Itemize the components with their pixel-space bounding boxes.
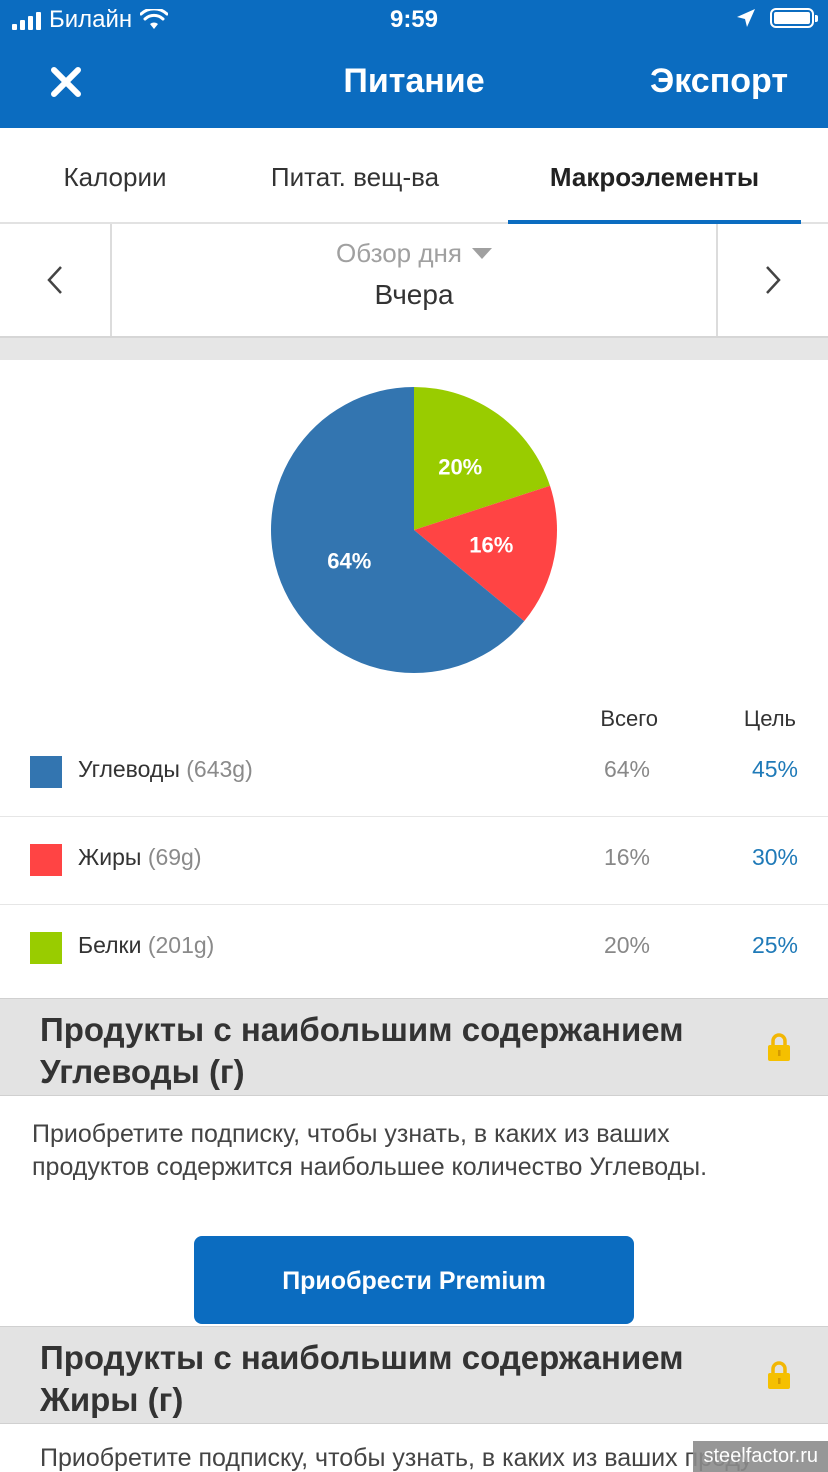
column-total-header: Всего (600, 706, 658, 731)
macro-amount: (643g) (186, 756, 253, 782)
tab-calories[interactable]: Калории (63, 162, 167, 192)
carrier-name: Билайн (49, 6, 133, 33)
pie-label-2: 20% (438, 454, 482, 479)
nav-bar: Питание Экспорт (0, 50, 828, 120)
wifi-icon (140, 9, 169, 29)
location-arrow-icon (737, 9, 755, 27)
next-day-button[interactable] (716, 224, 828, 336)
lock-icon (768, 1033, 790, 1061)
top-fat-section-header: Продукты с наибольшим содержанием Жиры (… (0, 1326, 828, 1424)
macro-amount: (201g) (147, 932, 215, 958)
section-title: Продукты с наибольшим содержанием Жиры (… (40, 1339, 684, 1418)
status-right (736, 8, 818, 28)
carrier-info: Билайн (12, 6, 169, 34)
clock: 9:59 (389, 6, 439, 33)
macro-total: 16% (603, 844, 650, 870)
macros-pie-chart: 20% 16% 64% (271, 387, 557, 673)
page-title: Питание (343, 62, 485, 100)
pie-label-1: 16% (469, 533, 513, 558)
macro-name: Жиры (78, 844, 142, 870)
macro-goal: 45% (751, 756, 798, 782)
signal-icon (12, 10, 41, 30)
carbs-swatch (30, 756, 62, 788)
battery-icon (770, 8, 818, 28)
pie-slice-0 (271, 387, 525, 673)
top-carbs-section-header: Продукты с наибольшим содержанием Углево… (0, 998, 828, 1096)
section-description: Приобретите подписку, чтобы узнать, в ка… (32, 1120, 708, 1181)
macro-name: Углеводы (78, 756, 180, 782)
pie-slice-1 (414, 485, 557, 622)
row-name: Белки (201g) (78, 932, 214, 959)
buy-premium-button[interactable]: Приобрести Premium (194, 1236, 634, 1324)
macro-amount: (69g) (147, 844, 202, 870)
protein-swatch (30, 932, 62, 964)
pie-label-0: 64% (327, 548, 371, 573)
macro-total: 64% (603, 756, 650, 782)
export-button[interactable]: Экспорт (650, 62, 788, 100)
chevron-right-icon (766, 266, 781, 294)
close-icon[interactable] (46, 62, 86, 102)
table-row: Углеводы (643g) 64% 45% (0, 728, 828, 817)
fat-swatch (30, 844, 62, 876)
lock-icon (768, 1361, 790, 1389)
column-goal-header: Цель (743, 706, 796, 731)
pie-slice-2 (414, 387, 551, 530)
section-title: Продукты с наибольшим содержанием Углево… (40, 1011, 684, 1090)
app-bar: Билайн 9:59 Питание Экспорт (0, 0, 828, 128)
macro-name: Белки (78, 932, 142, 958)
view-mode-dropdown[interactable]: Обзор дня (336, 238, 492, 269)
day-selector[interactable]: Обзор дня Вчера (112, 224, 716, 336)
tab-bar: Калории Питат. вещ-ва Макроэлементы (0, 128, 828, 224)
chevron-left-icon (47, 266, 62, 294)
divider-band (0, 338, 828, 360)
view-mode-label: Обзор дня (336, 238, 462, 268)
macro-goal: 25% (751, 932, 798, 958)
macro-total: 20% (603, 932, 650, 958)
macro-goal: 30% (751, 844, 798, 870)
section-description: Приобретите подписку, чтобы узнать, в ка… (40, 1444, 753, 1472)
selected-date: Вчера (374, 279, 454, 310)
table-row: Жиры (69g) 16% 30% (0, 816, 828, 905)
table-row: Белки (201g) 20% 25% (0, 904, 828, 992)
status-bar: Билайн 9:59 (0, 0, 828, 40)
previous-day-button[interactable] (0, 224, 112, 336)
watermark: steelfactor.ru (693, 1441, 828, 1472)
row-name: Жиры (69g) (78, 844, 202, 871)
date-switcher: Обзор дня Вчера (0, 224, 828, 338)
caret-down-icon (471, 247, 492, 259)
tab-macros[interactable]: Макроэлементы (508, 128, 801, 224)
tab-nutrients[interactable]: Питат. вещ-ва (270, 162, 440, 192)
macros-table-header: Всего Цель (0, 700, 828, 740)
row-name: Углеводы (643g) (78, 756, 253, 783)
